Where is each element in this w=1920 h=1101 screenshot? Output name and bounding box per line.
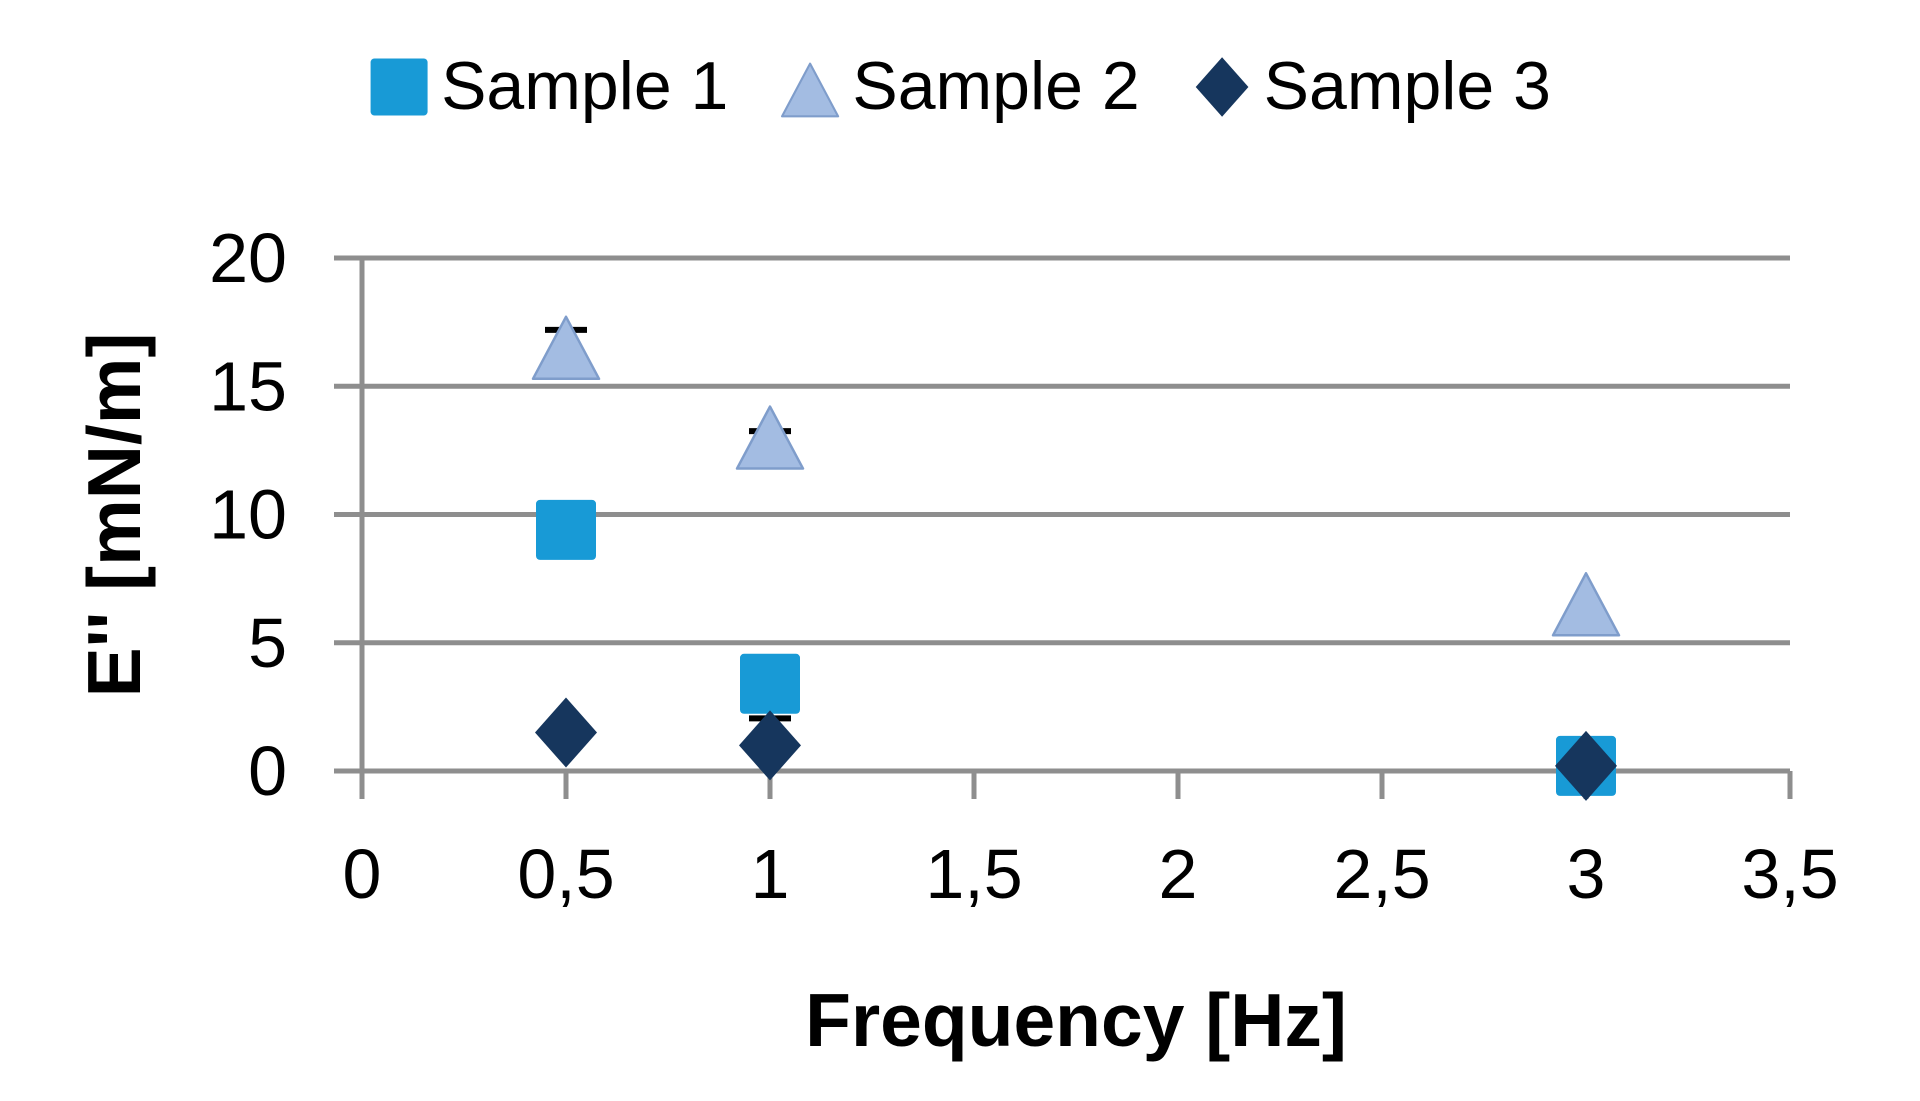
square-marker [370,58,428,116]
series-sample-1 [536,499,1616,796]
legend-label-sample-3: Sample 3 [1263,48,1551,124]
x-tick-label: 0,5 [517,835,614,913]
square-marker [740,653,800,714]
triangle-marker-icon [781,62,840,118]
triangle-marker [1551,572,1621,637]
y-tick-label: 15 [209,347,287,425]
diamond-marker-icon [1195,57,1248,117]
x-tick-label: 2,5 [1333,835,1430,913]
square-marker-icon [370,58,428,116]
x-tick-label: 3 [1567,835,1606,913]
series-sample-2 [531,315,1621,637]
legend-label-sample-2: Sample 2 [852,48,1140,124]
legend-item-sample-3: Sample 3 [1192,52,1551,120]
legend-item-sample-2: Sample 2 [780,48,1140,124]
y-tick-label: 5 [248,604,287,682]
diamond-marker [1555,730,1617,801]
x-tick-label: 0 [343,835,382,913]
x-axis-title: Frequency [Hz] [805,978,1347,1062]
x-tick-label: 1 [751,835,790,913]
y-tick-label: 20 [209,219,287,297]
triangle-marker [735,405,805,470]
square-marker [536,499,596,560]
diamond-marker [739,710,801,781]
legend-label-sample-1: Sample 1 [441,48,729,124]
chart-legend: Sample 1 Sample 2 Sample 3 [369,52,1551,120]
y-axis-title: E'' [mN/m] [72,333,156,698]
y-tick-label: 10 [209,476,287,554]
diamond-marker [535,697,597,768]
triangle-marker [531,315,601,381]
x-tick-label: 2 [1159,835,1198,913]
x-tick-label: 1,5 [925,835,1022,913]
series-sample-3 [535,697,1617,801]
triangle-marker [781,62,840,118]
x-tick-label: 3,5 [1741,835,1838,913]
legend-item-sample-1: Sample 1 [369,52,728,120]
y-tick-label: 0 [248,732,287,810]
